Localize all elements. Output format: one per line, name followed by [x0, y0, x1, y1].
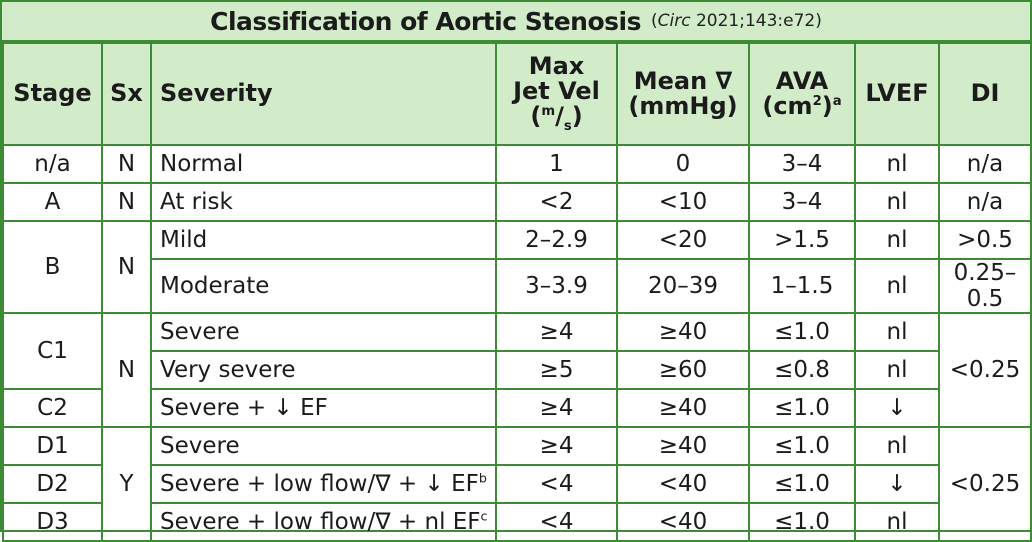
footnote-c: c: [480, 508, 488, 524]
table-row-a: A N At risk <2 <10 3–4 nl n/a: [2, 182, 1032, 222]
header-max-jet-vel: Max Jet Vel (m/s): [495, 42, 618, 146]
footnote-a: a: [832, 94, 842, 109]
header-di: DI: [938, 42, 1032, 146]
table-row-c2: C2 Severe + ↓ EF ≥4 ≥40 ≤1.0 ↓: [2, 388, 1031, 428]
header-stage: Stage: [2, 42, 103, 146]
table-row-c1-very-severe: Very severe ≥5 ≥60 ≤0.8 nl: [3, 350, 1031, 390]
table-row-d3: D3 Severe + low flow/∇ + nl EFc <4 <40 ≤…: [2, 502, 1031, 542]
table-row-d1: D1 Y Severe ≥4 ≥40 ≤1.0 nl <0.25: [2, 426, 1032, 542]
table-title: Classification of Aortic Stenosis: [210, 6, 641, 36]
table-title-bar: Classification of Aortic Stenosis (Circ …: [2, 2, 1030, 42]
header-lvef: LVEF: [854, 42, 940, 146]
velocity-unit: (m/s): [530, 102, 583, 135]
header-row: Stage Sx Severity Max Jet Vel (m/s) Mean…: [2, 42, 1032, 146]
classification-table: Stage Sx Severity Max Jet Vel (m/s) Mean…: [2, 42, 1032, 542]
header-sx: Sx: [101, 42, 152, 146]
citation-journal: Circ: [657, 11, 691, 31]
header-severity: Severity: [150, 42, 497, 146]
table-row-b-mild: B N Mild 2–2.9 <20 >1.5 nl >0.5: [2, 220, 1032, 314]
table-row-normal: n/a N Normal 1 0 3–4 nl n/a: [2, 144, 1032, 184]
header-mean-gradient: Mean ∇ (mmHg): [616, 42, 750, 146]
title-citation: (Circ 2021;143:e72): [650, 11, 822, 31]
table-row-b-moderate: Moderate 3–3.9 20–39 1–1.5 nl 0.25–0.5: [3, 258, 1032, 314]
table-row-c1-severe: C1 N Severe ≥4 ≥40 ≤1.0 nl <0.25: [2, 312, 1032, 428]
footnote-b: b: [478, 470, 487, 486]
table-row-d2: D2 Severe + low flow/∇ + ↓ EFb <4 <40 ≤1…: [2, 464, 1031, 504]
header-ava: AVA (cm2)a: [748, 42, 856, 146]
